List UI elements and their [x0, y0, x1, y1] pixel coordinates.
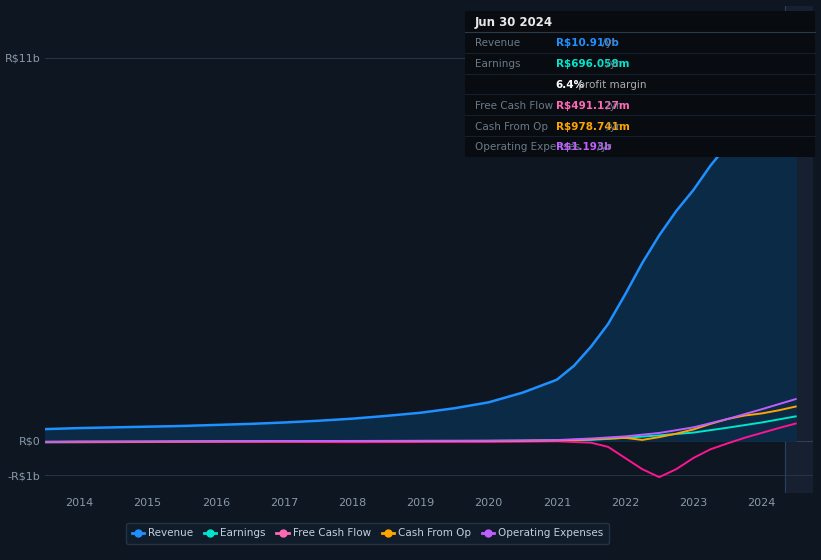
Text: 6.4%: 6.4% [556, 80, 585, 90]
Text: R$696.058m: R$696.058m [556, 59, 630, 69]
Text: /yr: /yr [594, 142, 611, 152]
Text: Jun 30 2024: Jun 30 2024 [475, 16, 553, 29]
Text: /yr: /yr [603, 122, 621, 132]
Text: R$1.193b: R$1.193b [556, 142, 612, 152]
Text: R$978.741m: R$978.741m [556, 122, 630, 132]
Text: Operating Expenses: Operating Expenses [475, 142, 580, 152]
Text: /yr: /yr [599, 39, 616, 49]
Text: R$491.127m: R$491.127m [556, 101, 630, 111]
Text: /yr: /yr [603, 101, 621, 111]
Text: /yr: /yr [603, 59, 621, 69]
Text: Cash From Op: Cash From Op [475, 122, 548, 132]
Text: Revenue: Revenue [475, 39, 520, 49]
Text: Earnings: Earnings [475, 59, 520, 69]
Text: R$10.910b: R$10.910b [556, 39, 619, 49]
Text: Free Cash Flow: Free Cash Flow [475, 101, 553, 111]
Bar [786, 6, 813, 493]
Text: profit margin: profit margin [575, 80, 646, 90]
Legend: Revenue, Earnings, Free Cash Flow, Cash From Op, Operating Expenses: Revenue, Earnings, Free Cash Flow, Cash … [126, 523, 608, 544]
